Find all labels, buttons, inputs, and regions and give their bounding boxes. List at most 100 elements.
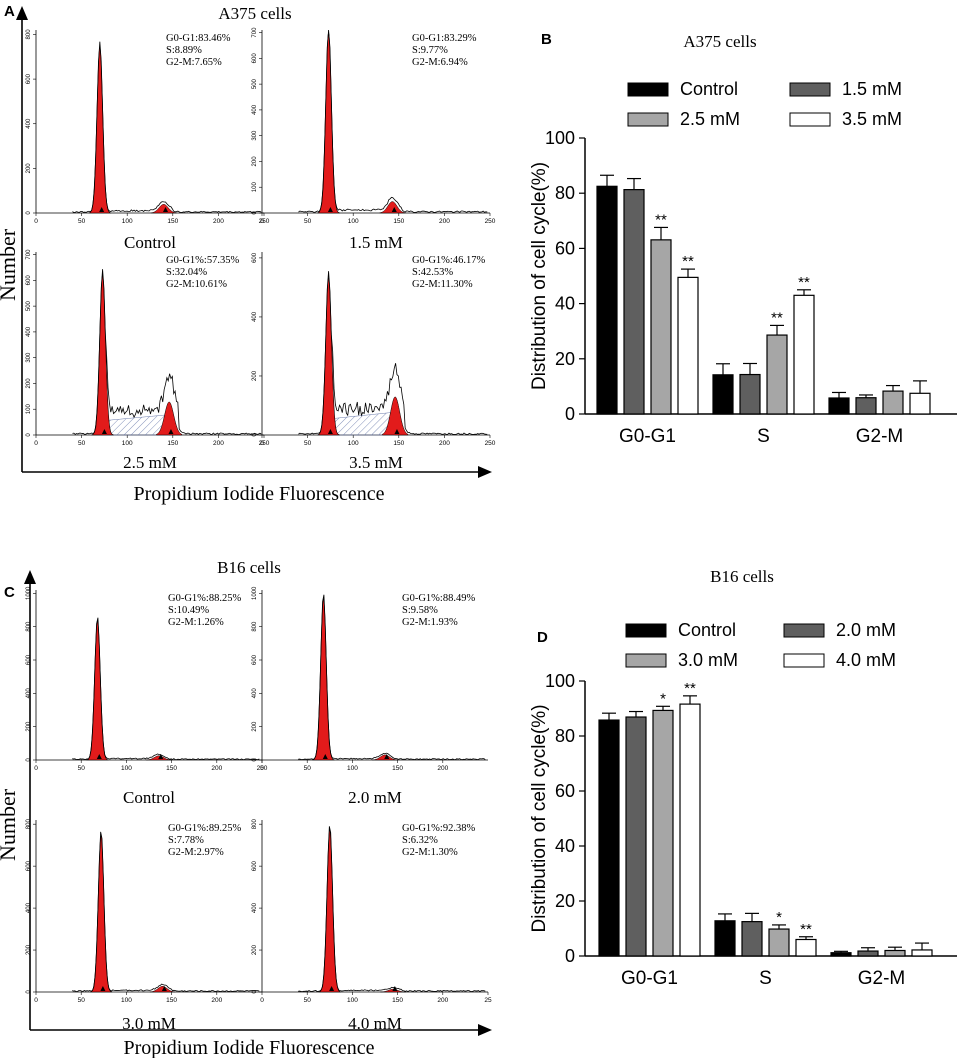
hist-condition-label: 3.0 mM xyxy=(122,1014,176,1033)
y-axis-label: Number xyxy=(0,228,20,301)
y-axis-arrowhead xyxy=(24,570,36,584)
x-axis-arrowhead xyxy=(478,1024,492,1036)
bar-g0g1-1 xyxy=(596,185,618,415)
bar-ytick-label: 0 xyxy=(565,946,575,966)
hist-stat-line: G0-G1%:88.25% xyxy=(168,593,241,604)
hist-stat-line: G0-G1%:92.38% xyxy=(402,823,475,834)
legend-swatch-4 xyxy=(789,112,831,127)
hist-ytick-label: 200 xyxy=(252,370,258,381)
hist-ytick-label: 0 xyxy=(252,433,258,437)
y-axis-label: Number xyxy=(0,788,20,861)
hist-ytick-label: 200 xyxy=(26,721,32,732)
bar-g2m-1 xyxy=(828,397,850,415)
hist-stat-line: G2-M:10.61% xyxy=(166,279,227,290)
hist-xtick-label: 50 xyxy=(304,997,312,1004)
hist-xtick-label: 150 xyxy=(393,218,404,225)
hist-outline xyxy=(72,831,260,992)
hist-ytick-label: 1000 xyxy=(252,586,258,600)
hist-stat-line: G2-M:1.93% xyxy=(402,617,458,628)
hist-ytick-label: 400 xyxy=(252,311,258,322)
legend-label-3: 2.5 mM xyxy=(680,109,740,129)
hist-xtick-label: 100 xyxy=(122,218,133,225)
hist-xtick-label: 50 xyxy=(78,218,86,225)
bar-category-label: G0-G1 xyxy=(619,426,676,447)
histogram-2: 0 100 200 300 400 500 600 700 0 50 100 150 200 250 G0-… xyxy=(252,27,496,252)
hist-ytick-label: 800 xyxy=(26,819,32,830)
hist-stat-line: S:6.32% xyxy=(402,835,438,846)
hist-s-phase-area xyxy=(328,411,396,436)
hist-ytick-label: 500 xyxy=(252,78,258,89)
histogram-2: 0 200 400 600 800 1000 0 50 100 150 200 G0-G1%:88.4… xyxy=(252,586,488,807)
bar-category-label: G2-M xyxy=(858,968,906,989)
hist-ytick-label: 500 xyxy=(26,300,32,311)
bar-g0g1-3 xyxy=(650,239,672,415)
hist-ytick-label: 600 xyxy=(252,252,258,263)
legend-swatch-3 xyxy=(627,112,669,127)
hist-g1-peak xyxy=(88,47,112,214)
panel-title: B16 cells xyxy=(710,567,774,586)
bar-significance-mark: ** xyxy=(771,309,783,326)
hist-outline xyxy=(72,41,262,214)
legend-swatch-1 xyxy=(627,82,669,97)
hist-g2-peak xyxy=(379,201,406,214)
hist-ytick-label: 200 xyxy=(26,378,32,389)
bar-g0g1-3 xyxy=(652,709,674,957)
hist-xtick-label: 50 xyxy=(78,997,86,1004)
hist-peak-marker xyxy=(161,986,167,991)
hist-ytick-label: 700 xyxy=(26,249,32,260)
hist-ytick-label: 400 xyxy=(252,688,258,699)
hist-g2-peak xyxy=(382,396,409,436)
hist-g2-peak xyxy=(372,754,398,761)
hist-xtick-label: 0 xyxy=(260,218,264,225)
hist-stat-line: G0-G1%:46.17% xyxy=(412,255,485,266)
hist-xtick-label: 150 xyxy=(392,997,403,1004)
hist-ytick-label: 0 xyxy=(26,990,32,994)
hist-xtick-label: 100 xyxy=(122,440,133,447)
hist-xtick-label: 150 xyxy=(392,765,403,772)
hist-stat-line: G0-G1:83.29% xyxy=(412,33,477,44)
panel-a-histograms: A A375 cells Number Propidium Iodide Fluore… xyxy=(0,3,496,505)
bar-g0g1-4 xyxy=(679,703,701,957)
legend-swatch-1 xyxy=(625,623,667,638)
bar-g2m-3 xyxy=(884,949,906,957)
hist-outline xyxy=(298,29,488,213)
panel-title: A375 cells xyxy=(218,4,291,23)
hist-xtick-label: 150 xyxy=(167,440,178,447)
legend-swatch-3 xyxy=(625,653,667,668)
hist-xtick-label: 250 xyxy=(259,218,270,225)
hist-xtick-label: 150 xyxy=(167,218,178,225)
hist-peak-marker xyxy=(168,429,174,434)
bar-significance-mark: * xyxy=(660,690,666,707)
hist-stat-line: S:9.58% xyxy=(402,605,438,616)
legend-label-1: Control xyxy=(678,620,736,640)
hist-xtick-label: 200 xyxy=(211,765,222,772)
hist-xtick-label: 100 xyxy=(121,997,132,1004)
histogram-3: 0 100 200 300 400 500 600 700 0 50 100 150 200 250 G0-… xyxy=(26,249,270,472)
hist-ytick-label: 600 xyxy=(26,860,32,871)
hist-ytick-label: 400 xyxy=(252,902,258,913)
bar-ytick-label: 60 xyxy=(555,781,575,801)
hist-outline xyxy=(72,617,260,761)
bar-g2m-4 xyxy=(911,949,933,957)
hist-xtick-label: 0 xyxy=(260,765,264,772)
hist-outline xyxy=(72,269,262,435)
hist-xtick-label: 200 xyxy=(437,765,448,772)
hist-stat-line: S:32.04% xyxy=(166,267,207,278)
bar-category-label: G0-G1 xyxy=(621,968,678,989)
bar-ytick-label: 40 xyxy=(555,836,575,856)
hist-peak-marker xyxy=(322,754,328,759)
bar-ytick-label: 60 xyxy=(555,238,575,258)
x-axis-label: Propidium Iodide Fluorescence xyxy=(123,1037,374,1058)
hist-xtick-label: 250 xyxy=(485,440,496,447)
hist-g1-peak xyxy=(86,619,109,761)
bar-category-label: S xyxy=(757,426,770,447)
bar-g2m-3 xyxy=(882,390,904,415)
hist-xtick-label: 50 xyxy=(78,765,86,772)
bar-g0g1-4 xyxy=(677,276,699,415)
histogram-1: 0 200 400 600 800 0 50 100 150 200 250 G0-G1:83.46%… xyxy=(26,29,270,252)
x-axis-label: Propidium Iodide Fluorescence xyxy=(133,483,384,505)
hist-ytick-label: 800 xyxy=(26,29,32,40)
hist-xtick-label: 100 xyxy=(121,765,132,772)
hist-peak-marker xyxy=(163,207,169,212)
